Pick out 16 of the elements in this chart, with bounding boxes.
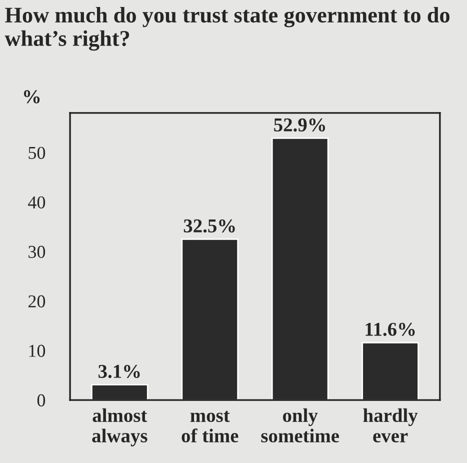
x-tick-label: only sometime bbox=[261, 408, 339, 442]
y-tick-label: 10 bbox=[29, 344, 46, 357]
x-tick-label: almost always bbox=[92, 408, 148, 446]
y-axis-title: % bbox=[24, 90, 40, 104]
data-label: 52.9% bbox=[274, 118, 325, 132]
y-tick-label: 20 bbox=[28, 295, 46, 308]
chart-title: How much do you trust state government to do what’s right? bbox=[4, 6, 450, 51]
x-tick-label: most of time bbox=[182, 410, 238, 442]
data-label: 11.6% bbox=[366, 322, 415, 336]
y-tick-label: 40 bbox=[28, 196, 46, 208]
y-tick-label: 50 bbox=[28, 146, 46, 160]
x-tick-label: hardly ever bbox=[363, 408, 418, 442]
data-label: 32.5% bbox=[184, 219, 235, 233]
data-label: 3.1% bbox=[98, 364, 140, 378]
y-tick-label: 30 bbox=[28, 246, 46, 258]
y-tick-label: 0 bbox=[37, 394, 46, 406]
